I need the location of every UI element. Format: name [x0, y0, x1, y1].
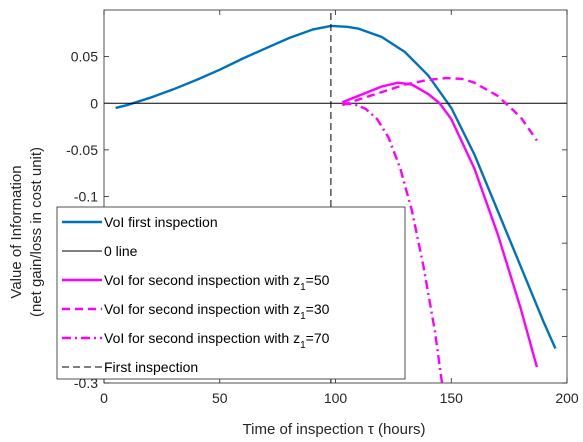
legend-entry-voi-first: VoI first inspection	[62, 214, 218, 230]
y-tick-label: 0.05	[71, 49, 98, 65]
legend-entry-z70: VoI for second inspection with z1=70	[62, 330, 330, 351]
x-axis-label: Time of inspection τ (hours)	[243, 421, 426, 438]
legend-box	[56, 206, 406, 380]
voi-second-z70-line	[342, 102, 444, 383]
legend-label: 0 line	[104, 243, 138, 259]
x-tick-label: 200	[555, 390, 579, 406]
legend-label: First inspection	[104, 359, 198, 375]
y-axis-label-line2: (net gain/loss in cost unit)	[28, 147, 45, 317]
legend-entry-z50: VoI for second inspection with z1=50	[62, 272, 330, 293]
legend-entry-zero-line: 0 line	[62, 243, 138, 259]
x-tick-label: 0	[100, 390, 108, 406]
y-tick-label: -0.1	[74, 189, 98, 205]
voi-first-inspection-line	[115, 24, 557, 349]
series-layer	[104, 10, 567, 383]
y-tick-label: -0.05	[66, 142, 98, 158]
voi-second-z50-line	[341, 81, 539, 368]
x-tick-label: 50	[212, 390, 228, 406]
legend-entry-z30: VoI for second inspection with z1=30	[62, 301, 330, 322]
x-tick-label: 100	[324, 390, 348, 406]
x-tick-label: 150	[440, 390, 464, 406]
legend-label: VoI for second inspection with z1=70	[104, 330, 330, 351]
legend: VoI first inspection 0 line VoI for second…	[56, 206, 406, 380]
y-tick-label: 0	[90, 95, 98, 111]
legend-label: VoI for second inspection with z1=30	[104, 301, 330, 322]
y-axis-label-line1: Value of Information	[8, 165, 25, 298]
legend-label: VoI first inspection	[104, 214, 218, 230]
legend-entry-first-inspection: First inspection	[62, 359, 198, 375]
voi-second-z30-line	[342, 76, 538, 142]
legend-label: VoI for second inspection with z1=50	[104, 272, 330, 293]
